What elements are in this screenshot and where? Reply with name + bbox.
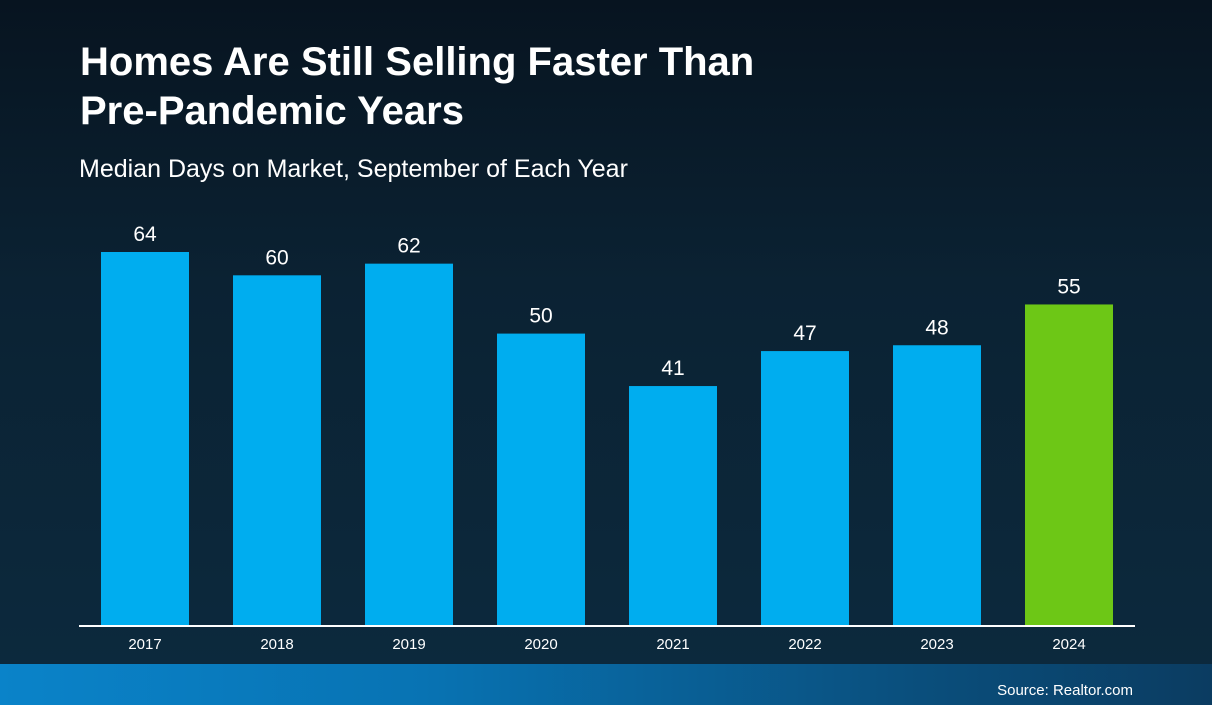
x-tick-label-2022: 2022 [788,636,821,653]
data-label-2024: 55 [1057,275,1080,298]
source-note: Source: Realtor.com [997,682,1133,699]
data-label-2019: 62 [397,235,420,258]
data-label-2023: 48 [925,316,948,339]
x-tick-label-2017: 2017 [128,636,161,653]
bar-2018 [233,275,321,625]
data-label-2017: 64 [133,223,157,246]
x-tick-label-2020: 2020 [524,636,557,653]
x-tick-label-2018: 2018 [260,636,293,653]
bar-2019 [365,263,453,625]
bar-2020 [497,333,585,625]
x-tick-label-2023: 2023 [920,636,953,653]
data-label-2021: 41 [661,357,684,380]
bar-2024 [1025,304,1113,625]
chart-title-line-2: Pre-Pandemic Years [80,89,464,133]
bar-2023 [893,345,981,625]
chart-title: Homes Are Still Selling Faster Than Pre-… [80,38,980,136]
bar-2021 [629,386,717,625]
bar-2017 [101,252,189,625]
data-label-2022: 47 [793,322,816,345]
x-tick-label-2019: 2019 [392,636,425,653]
chart-subtitle: Median Days on Market, September of Each… [79,155,628,183]
chart-title-line-1: Homes Are Still Selling Faster Than [80,40,755,84]
data-label-2018: 60 [265,246,288,269]
x-tick-label-2024: 2024 [1052,636,1085,653]
bar-2022 [761,351,849,625]
data-label-2020: 50 [529,305,552,328]
footer-band [0,664,1212,705]
x-tick-label-2021: 2021 [656,636,689,653]
